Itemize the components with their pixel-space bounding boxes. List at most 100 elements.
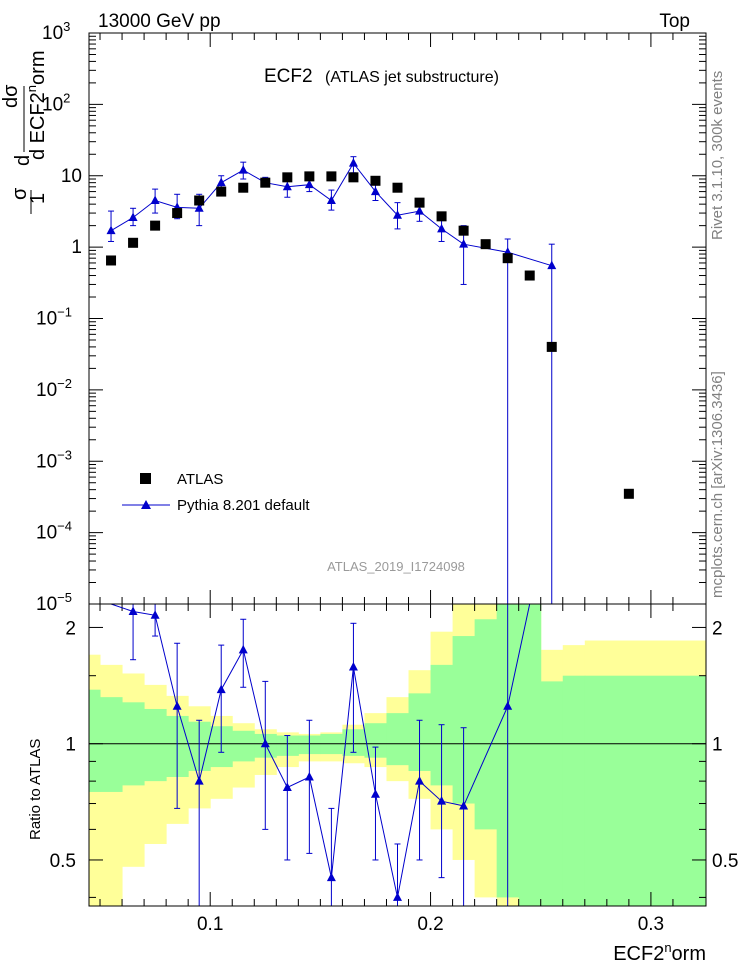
atlas-point: [282, 172, 293, 183]
ratio-band-green: [474, 619, 498, 830]
ratio-point: [260, 738, 270, 748]
ratio-band-green: [100, 697, 123, 792]
side-label-source: mcplots.cern.ch [arXiv:1306.3436]: [709, 371, 726, 598]
pythia-point: [348, 158, 358, 167]
ratio-band-green: [518, 604, 542, 906]
main-ytick-label: 103: [42, 19, 70, 44]
pythia-point: [547, 260, 557, 270]
ylabel-dsigma: dσ: [0, 84, 22, 108]
main-title-text: ECF2: [264, 66, 313, 87]
ratio-band-green: [584, 675, 707, 906]
ratio-frame: [88, 603, 707, 907]
ratio-point: [282, 782, 292, 792]
atlas-point: [458, 225, 469, 236]
atlas-point: [392, 182, 403, 193]
ylabel-d: d: [12, 155, 34, 166]
ratio-band-green: [562, 675, 586, 906]
atlas-point: [326, 171, 337, 182]
ratio-point: [503, 701, 513, 710]
pythia-point: [370, 186, 380, 196]
header-right: Top: [659, 11, 690, 32]
ratio-point: [326, 872, 336, 882]
ratio-xtick-label: 0.2: [417, 914, 443, 935]
atlas-point: [150, 220, 161, 231]
ratio-series: [108, 603, 533, 906]
ratio-xtick-label: 0.1: [197, 914, 223, 935]
pythia-point: [128, 212, 138, 222]
ratio-ytick-label: 0.5: [50, 851, 76, 872]
legend-pythia-marker: [141, 500, 151, 509]
atlas-point: [106, 255, 117, 266]
ratio-ytick-label: 2: [65, 618, 76, 639]
ylabel-1-over-sigma: 1: [27, 193, 49, 204]
legend-atlas-marker: [140, 473, 151, 484]
atlas-point: [260, 177, 271, 188]
ratio-band-green: [144, 708, 167, 782]
ratio-band-green: [540, 681, 564, 906]
atlas-point: [304, 171, 315, 182]
main-ytick-label: 10−2: [36, 376, 72, 401]
ratio-ylabel: Ratio to ATLAS: [27, 739, 44, 840]
ratio-point: [304, 771, 314, 781]
ratio-ytick-label-right: 1: [712, 735, 723, 756]
main-series: [106, 156, 634, 604]
ratio-point: [348, 661, 358, 671]
ratio-ytick-label-right: 0.5: [712, 851, 738, 872]
atlas-point: [172, 208, 183, 219]
ratio-point: [437, 796, 447, 805]
main-subtitle: (ATLAS jet substructure): [325, 69, 499, 86]
pythia-point: [459, 239, 469, 248]
main-title: ECF2: [264, 66, 313, 87]
pythia-point: [106, 225, 116, 235]
atlas-point: [414, 197, 425, 208]
atlas-point: [623, 488, 634, 499]
atlas-point: [546, 341, 557, 352]
atlas-point: [480, 239, 491, 250]
main-ytick-label: 10−4: [36, 519, 72, 544]
ratio-point: [150, 610, 160, 619]
header-left: 13000 GeV pp: [98, 11, 221, 32]
ratio-point: [393, 892, 402, 901]
ylabel-sigma: σ: [9, 187, 31, 200]
legend-atlas-label: ATLAS: [177, 471, 223, 488]
ratio-ytick-label: 1: [65, 735, 76, 756]
ratio-point: [128, 606, 138, 615]
ratio-band-green: [89, 689, 101, 792]
ylabel-d-ecf2: d ECF2norm: [24, 51, 49, 161]
ratio-point: [216, 684, 226, 694]
ratio-xtick-label: 0.3: [638, 914, 664, 935]
atlas-point: [238, 182, 249, 193]
main-ytick-label: 102: [42, 90, 70, 115]
main-ytick-label: 1: [71, 237, 82, 258]
pythia-point: [393, 210, 402, 219]
ratio-point: [459, 800, 469, 810]
pythia-point: [415, 206, 425, 215]
atlas-point: [502, 253, 513, 264]
pythia-point: [216, 177, 226, 187]
pythia-point: [194, 203, 204, 212]
main-ytick-label: 10: [61, 166, 82, 187]
legend: ATLAS Pythia 8.201 default: [122, 471, 310, 514]
atlas-point: [194, 195, 205, 206]
atlas-point: [436, 211, 447, 222]
watermark: ATLAS_2019_I1724098: [327, 559, 465, 574]
pythia-point: [304, 179, 314, 189]
pythia-point: [150, 195, 160, 205]
ratio-point: [370, 789, 380, 798]
ratio-band-green: [452, 636, 476, 804]
atlas-point: [128, 237, 139, 248]
ratio-band-green: [386, 713, 410, 766]
atlas-point: [348, 172, 359, 183]
main-ytick-label: 10−1: [36, 305, 72, 330]
pythia-point: [437, 223, 447, 233]
main-ytick-label: 10−5: [36, 590, 72, 615]
pythia-point: [326, 195, 336, 205]
legend-pythia-label: Pythia 8.201 default: [177, 497, 310, 514]
x-axis-label: ECF2norm: [613, 940, 706, 965]
ratio-axis-ticks: 0.5 0.5 1 1 2 2 0.1 0.2 0.3: [50, 604, 738, 935]
main-ylabel: 1 σ d dσ d ECF2norm: [0, 51, 49, 214]
main-ytick-label: 10−3: [36, 447, 72, 472]
pythia-point: [282, 181, 292, 191]
atlas-point: [524, 270, 535, 281]
